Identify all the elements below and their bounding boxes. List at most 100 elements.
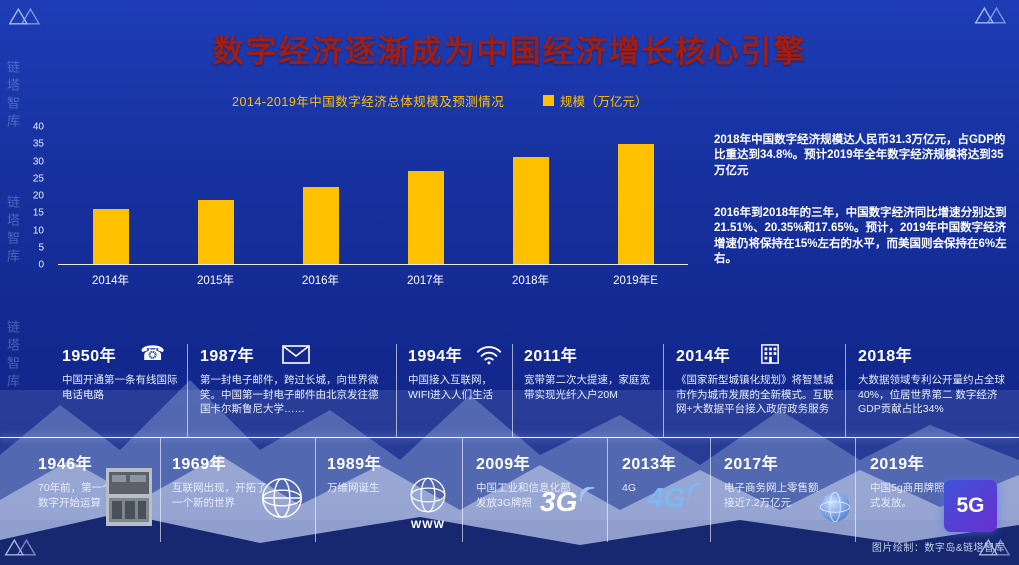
blockdata-logo-icon [4, 538, 37, 556]
timeline-item-1994: 1994年 中国接入互联网，WIFI进入人们生活 [408, 342, 504, 402]
blockdata-logo-icon [974, 6, 1007, 24]
4g-signal-icon: 4G [648, 482, 703, 513]
bar-column [373, 127, 478, 264]
timeline-desc: 中国开通第一条有线国际电话电路 [62, 374, 178, 401]
timeline-item-1946: 1946年 70年前，第一个数字开始运算 [38, 450, 118, 510]
timeline-item-1989: 1989年 万维网诞生 [327, 450, 419, 496]
chart-legend: 规模（万亿元） [543, 91, 648, 110]
timeline-item-2014: 2014年 《国家新型城镇化规划》将智慧城市作为城市发展的全新模式。互联网+大数… [676, 342, 836, 417]
network-globe-icon [819, 491, 851, 523]
bar-2017年 [407, 170, 444, 264]
timeline-year: 1950年 [62, 348, 117, 365]
5g-badge-icon: 5G [944, 480, 997, 532]
divider [187, 344, 188, 437]
timeline-year: 2011年 [524, 348, 578, 365]
email-icon [282, 344, 310, 364]
timeline-item-1950: 1950年 ☎ 中国开通第一条有线国际电话电路 [62, 342, 184, 402]
timeline-item-2018: 2018年 大数据领域专利公开量约占全球40%，位居世界第二 数字经济GDP贡献… [858, 342, 1006, 417]
www-label: WWW [410, 519, 446, 531]
y-axis-tick: 15 [32, 207, 44, 219]
y-axis-tick: 40 [32, 121, 44, 133]
timeline-desc: 中国5g商用牌照正式发放。 [870, 482, 956, 509]
bar-column [268, 127, 373, 264]
timeline-year: 1994年 [408, 348, 463, 365]
bar-chart-plot [58, 127, 688, 265]
bar-column [583, 127, 688, 264]
y-axis-tick: 25 [32, 173, 44, 185]
timeline-item-2011: 2011年 宽带第二次大提速，家庭宽带实现光纤入户20M [524, 342, 654, 402]
timeline-desc: 中国工业和信息化部发放3G牌照 [476, 482, 571, 509]
timeline-desc: 第一封电子邮件，跨过长城，向世界微笑。中国第一封电子邮件由北京发往德国卡尔斯鲁尼… [200, 374, 379, 416]
x-axis-label: 2014年 [91, 275, 130, 287]
y-axis-tick: 0 [38, 259, 44, 271]
timeline-item-1987: 1987年 第一封电子邮件，跨过长城，向世界微笑。中国第一封电子邮件由北京发往德… [200, 342, 384, 417]
divider [396, 344, 397, 437]
www-globe-icon: WWW [404, 474, 452, 531]
timeline-year: 1969年 [172, 456, 227, 473]
bar-2016年 [302, 186, 339, 264]
divider [855, 438, 856, 542]
wifi-icon [476, 344, 502, 365]
bars [58, 127, 688, 264]
timeline-desc: 大数据领域专利公开量约占全球40%，位居世界第二 数字经济GDP贡献占比34% [858, 374, 1005, 416]
divider [607, 438, 608, 542]
computer-icon [106, 468, 152, 526]
divider [462, 438, 463, 542]
bar-2019年E [617, 144, 654, 264]
divider [710, 438, 711, 542]
blockdata-logo-icon [978, 538, 1011, 556]
watermark-text: 链塔智库 [5, 195, 20, 267]
chart-title: 2014-2019年中国数字经济总体规模及预测情况 [232, 95, 505, 109]
timeline-year: 2009年 [476, 456, 531, 473]
timeline-item-2019: 2019年 中国5g商用牌照正式发放。 [870, 450, 958, 510]
timeline-desc: 电子商务网上零售额接近7.2万亿元 [724, 482, 819, 509]
y-axis: 0 5 10 15 20 25 30 35 40 [16, 122, 52, 271]
x-axis-label: 2015年 [196, 275, 235, 287]
bar-2015年 [197, 200, 234, 264]
building-icon [760, 343, 780, 365]
timeline-year: 2018年 [858, 348, 913, 365]
bar-2014年 [92, 208, 129, 264]
timeline-year: 1946年 [38, 456, 93, 473]
divider [845, 344, 846, 437]
4g-label: 4G [648, 482, 686, 513]
x-labels: 2014年 2015年 2016年 2017年 2018年 2019年E [58, 272, 688, 288]
x-axis-label: 2017年 [406, 275, 445, 287]
3g-signal-icon: 3G [540, 486, 595, 517]
x-axis-label: 2019年E [613, 275, 658, 287]
x-axis-label: 2016年 [301, 275, 340, 287]
annotation-note-1: 2018年中国数字经济规模达人民币31.3万亿元，占GDP的比重达到34.8%。… [714, 134, 1006, 177]
timeline-year: 2019年 [870, 456, 925, 473]
y-axis-tick: 20 [32, 190, 44, 202]
timeline-year: 2014年 [676, 348, 731, 365]
annotation-note-2: 2016年到2018年的三年，中国数字经济同比增速分别达到21.51%、20.3… [714, 207, 1007, 266]
legend-label: 规模（万亿元） [560, 95, 648, 109]
blockdata-logo-icon [8, 7, 41, 25]
legend-swatch [543, 95, 554, 106]
timeline-year: 1987年 [200, 348, 255, 365]
divider [160, 438, 161, 542]
globe-icon [262, 478, 302, 518]
divider [315, 438, 316, 542]
bar-column [58, 127, 163, 264]
y-axis-tick: 5 [38, 242, 44, 254]
watermark-text: 链塔智库 [5, 320, 20, 392]
timeline-desc: 4G [622, 482, 637, 494]
timeline-desc: 万维网诞生 [327, 482, 380, 494]
y-axis-tick: 30 [32, 156, 44, 167]
timeline-year: 1989年 [327, 456, 382, 473]
bar-column [478, 127, 583, 264]
timeline-desc: 70年前，第一个数字开始运算 [38, 482, 113, 509]
mountain-background [0, 380, 1019, 565]
y-axis-tick: 10 [32, 225, 44, 236]
timeline-axis [0, 437, 1019, 438]
page-title: 数字经济逐渐成为中国经济增长核心引擎 [212, 34, 807, 69]
timeline-year: 2017年 [724, 456, 779, 473]
timeline-item-1969: 1969年 互联网出现，开拓了一个新的世界 [172, 450, 268, 510]
3g-label: 3G [540, 486, 578, 517]
x-axis-label: 2018年 [511, 275, 550, 287]
divider [663, 344, 664, 437]
telephone-icon: ☎ [140, 343, 166, 365]
divider [512, 344, 513, 437]
timeline-item-2017: 2017年 电子商务网上零售额接近7.2万亿元 [724, 450, 822, 510]
